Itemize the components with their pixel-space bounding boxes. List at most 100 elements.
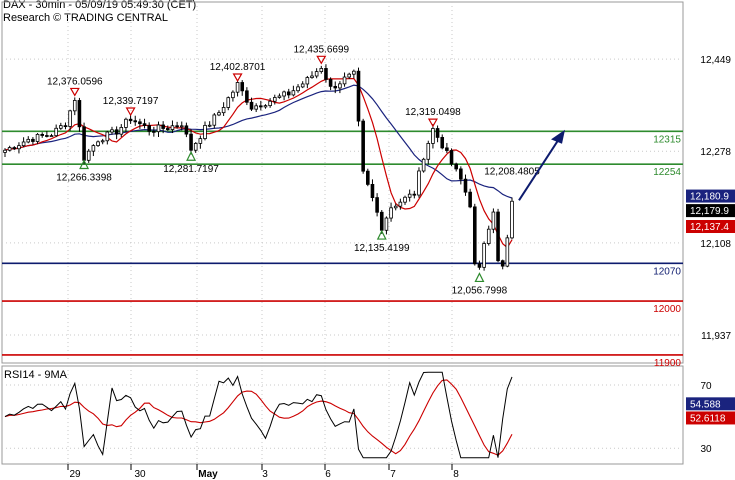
candle-body: [296, 86, 300, 92]
candle-body: [203, 125, 207, 140]
candle-body: [212, 114, 217, 126]
candle-body: [449, 150, 454, 165]
candle-body: [491, 211, 496, 230]
candle-body: [166, 128, 170, 130]
candle-body: [31, 138, 35, 142]
rsi-line: [4, 371, 513, 459]
candle-body: [72, 100, 77, 112]
candle-body: [379, 211, 384, 231]
projection-arrow: [518, 139, 559, 201]
candle-body: [310, 75, 314, 78]
candle-body: [454, 163, 458, 170]
projection-arrowhead: [551, 129, 565, 144]
swing-high-marker: [125, 107, 136, 117]
price-tick-label: 12,449: [700, 55, 731, 66]
swing-low-label: 12,266.3398: [56, 173, 112, 184]
price-badge-last-bg: [686, 204, 735, 218]
date-label: May: [198, 469, 218, 480]
candle-body: [161, 124, 165, 129]
chart-title: DAX - 30min - 05/09/19 05:49:30 (CET): [3, 0, 197, 11]
candle-body: [40, 133, 45, 136]
rsi-badge-bg: [686, 397, 735, 411]
candle-body: [59, 125, 63, 129]
candle-body: [35, 133, 40, 142]
candle-body: [356, 70, 361, 122]
candle-body: [110, 129, 114, 133]
swing-high-label: 12,339.7197: [103, 96, 159, 107]
candle-body: [49, 135, 54, 138]
candle-body: [68, 110, 72, 127]
candle-body: [286, 91, 291, 96]
price-badge-ma-fast: 12,137.4: [690, 222, 729, 233]
candle-body: [338, 83, 342, 89]
rsi-panel-frame: [1, 365, 684, 465]
rsi-ma-line: [4, 379, 513, 456]
candle-body: [152, 130, 156, 133]
candle-body: [231, 91, 235, 99]
candle-body: [147, 125, 151, 132]
key-level-label: 11900: [654, 358, 682, 369]
candle-body: [314, 71, 319, 77]
candle-body: [468, 191, 472, 208]
candle-body: [277, 95, 282, 98]
swing-low-marker: [376, 229, 387, 240]
candle-body: [328, 79, 333, 87]
candle-body: [114, 129, 119, 135]
price-tick-label: 11,937: [701, 331, 731, 342]
candle-body: [193, 143, 198, 151]
price-badge-ma-fast-bg: [686, 220, 735, 234]
candle-body: [445, 147, 449, 151]
price-tick-label: 12,278: [700, 147, 731, 158]
candle-body: [496, 211, 500, 262]
candle-body: [291, 90, 296, 96]
candle-body: [86, 150, 91, 161]
candle-body: [486, 228, 491, 244]
candle-body: [389, 207, 393, 219]
price-badge-ma-slow-bg: [686, 189, 735, 203]
price-badge-ma-slow: 12,180.9: [690, 192, 729, 203]
key-level-label: 12000: [653, 304, 681, 315]
candle-body: [21, 141, 26, 147]
candle-body: [128, 118, 133, 122]
swing-high-marker: [69, 87, 80, 97]
rsi-tick-label: 70: [700, 381, 712, 392]
date-label: 29: [69, 469, 81, 480]
candle-body: [175, 125, 179, 128]
key-level-label: 12254: [653, 167, 681, 178]
candle-body: [96, 141, 100, 146]
chart-subtitle: Research © TRADING CENTRAL: [3, 12, 168, 24]
candle-body: [407, 193, 412, 198]
candle-body: [459, 168, 463, 180]
candle-body: [63, 125, 68, 128]
candle-body: [305, 77, 310, 85]
swing-low-marker: [79, 159, 90, 170]
price-tick-label: 12,108: [700, 239, 731, 250]
swing-low-label: 12,281.7197: [163, 164, 219, 175]
candle-body: [361, 120, 365, 172]
candle-body: [319, 68, 324, 73]
candle-body: [179, 125, 184, 128]
candle-body: [207, 124, 212, 127]
date-label: 6: [325, 469, 331, 480]
candle-body: [235, 82, 240, 93]
date-label: 3: [262, 469, 268, 480]
candle-body: [477, 263, 482, 268]
candle-body: [500, 260, 505, 267]
candle-body: [370, 184, 375, 199]
candle-body: [226, 97, 231, 108]
swing-high-marker: [232, 73, 243, 83]
candle-body: [138, 121, 142, 125]
candle-body: [421, 158, 426, 172]
candle-body: [342, 76, 347, 85]
rsi-ma-badge-bg: [686, 411, 735, 425]
candle-body: [440, 137, 445, 149]
swing-high-marker: [316, 55, 327, 65]
candle-body: [54, 127, 58, 137]
key-level-label: 12070: [653, 266, 681, 277]
candle-body: [324, 68, 328, 80]
candle-body: [417, 170, 421, 196]
candle-body: [254, 105, 258, 110]
candle-body: [472, 206, 477, 265]
candle-body: [282, 91, 286, 97]
candle-body: [217, 112, 221, 116]
